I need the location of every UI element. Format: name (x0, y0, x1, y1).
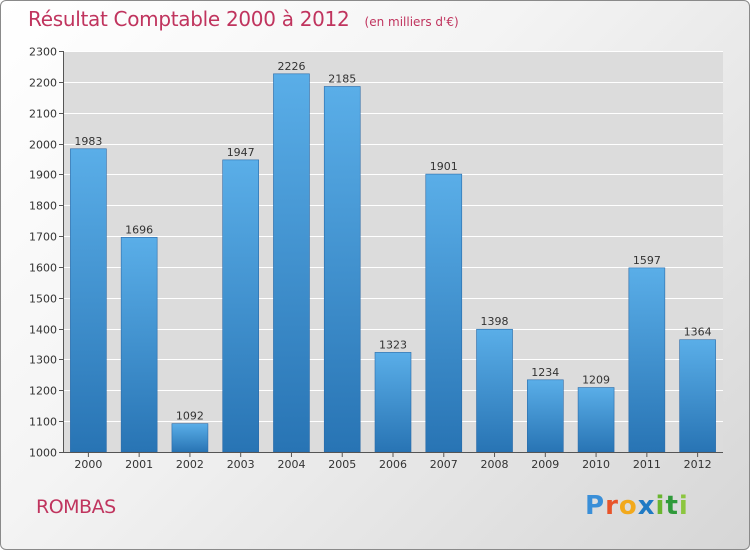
data-label: 1092 (176, 410, 204, 423)
y-tick-label: 1400 (29, 324, 57, 337)
data-label: 1209 (582, 374, 610, 387)
y-tick-label: 1000 (29, 447, 57, 460)
bar (70, 148, 107, 453)
logo-letter: r (605, 491, 619, 521)
bar (527, 379, 564, 453)
x-tick-label: 2004 (277, 458, 305, 471)
data-label: 1947 (227, 146, 255, 159)
data-label: 1234 (531, 366, 559, 379)
data-label: 1364 (684, 326, 712, 339)
x-tick-label: 2002 (176, 458, 204, 471)
logo-letter: x (637, 491, 656, 521)
logo-letter: P (585, 491, 606, 521)
y-tick-label: 2300 (29, 46, 57, 59)
x-tick-label: 2012 (684, 458, 712, 471)
bar (679, 339, 716, 453)
data-label: 1398 (481, 315, 509, 328)
x-tick-label: 2009 (531, 458, 559, 471)
bar (628, 267, 666, 453)
x-tick-label: 2003 (227, 458, 255, 471)
x-tick-label: 2006 (379, 458, 407, 471)
data-label: 1901 (430, 160, 458, 173)
logo-letter: o (618, 491, 638, 521)
y-tick-label: 2000 (29, 139, 57, 152)
y-tick-label: 1200 (29, 385, 57, 398)
x-tick-label: 2010 (582, 458, 610, 471)
bar (120, 237, 158, 453)
commune-name: ROMBAS (36, 496, 116, 518)
x-axis: 2000 2001 2002 2003 2004 2005 2006 2007 2008 2009… (63, 452, 723, 471)
bar (171, 423, 209, 453)
y-tick-label: 1100 (29, 416, 57, 429)
y-tick-label: 1500 (29, 293, 57, 306)
proxiti-logo[interactable]: Proxiti (585, 491, 689, 521)
y-tick-label: 1700 (29, 231, 57, 244)
x-tick-label: 2005 (328, 458, 356, 471)
y-axis: 1000 1100 1200 1300 1400 1500 1600 1700 1800 1900… (29, 46, 64, 460)
data-label: 1323 (379, 338, 407, 351)
bar (577, 387, 615, 453)
data-label: 1696 (125, 223, 153, 236)
bars: 1983 1696 1092 1947 2226 2185 1323 1901 1398 1234… (70, 60, 716, 453)
x-tick-label: 2007 (430, 458, 458, 471)
bar (222, 159, 259, 453)
x-tick-label: 2000 (74, 458, 102, 471)
bar (374, 352, 412, 453)
y-tick-label: 1300 (29, 354, 57, 367)
bar (323, 86, 361, 453)
title-block: Résultat Comptable 2000 à 2012 (en milli… (28, 7, 459, 31)
bar (476, 328, 513, 453)
data-label: 1983 (74, 135, 102, 148)
bar (425, 173, 463, 453)
x-tick-label: 2011 (633, 458, 661, 471)
y-tick-label: 2200 (29, 77, 57, 90)
y-tick-label: 1600 (29, 262, 57, 275)
logo-letter: i (655, 491, 666, 521)
x-tick-label: 2008 (481, 458, 509, 471)
x-tick-label: 2001 (125, 458, 153, 471)
chart-unit: (en milliers d'€) (364, 15, 459, 29)
bar (273, 73, 310, 453)
logo-letter: t (665, 491, 679, 521)
data-label: 2185 (328, 72, 356, 85)
logo-letter: i (678, 491, 689, 521)
y-tick-label: 1800 (29, 200, 57, 213)
y-tick-label: 1900 (29, 169, 57, 182)
y-tick-label: 2100 (29, 108, 57, 121)
data-label: 1597 (633, 254, 661, 267)
data-label: 2226 (277, 60, 305, 73)
chart-title: Résultat Comptable 2000 à 2012 (28, 7, 350, 31)
